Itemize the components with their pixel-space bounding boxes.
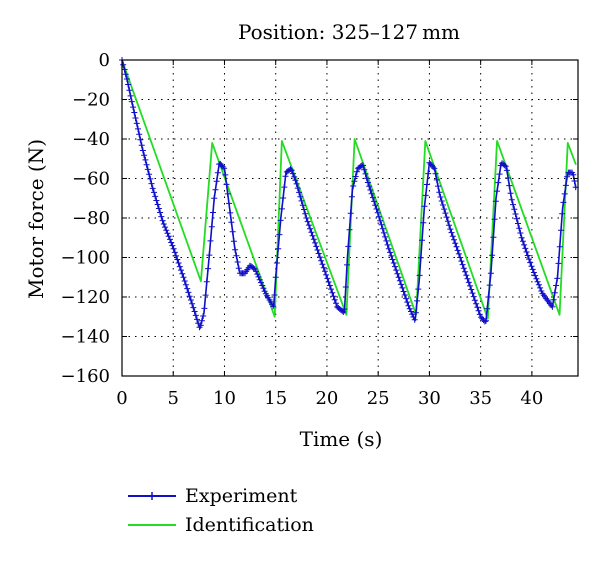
y-tick-label: −120 — [61, 287, 110, 308]
y-tick-label: −20 — [72, 90, 110, 111]
y-tick-label: 0 — [99, 50, 110, 71]
x-tick-label: 20 — [315, 388, 338, 409]
x-axis-label: Time (s) — [300, 427, 383, 451]
x-tick-label: 25 — [367, 388, 390, 409]
y-tick-label: −60 — [72, 169, 110, 190]
y-tick-label: −80 — [72, 208, 110, 229]
x-tick-label: 15 — [264, 388, 287, 409]
x-tick-label: 40 — [520, 388, 543, 409]
chart-title: Position: 325–127 mm — [238, 20, 460, 44]
x-tick-label: 30 — [418, 388, 441, 409]
y-tick-label: −160 — [61, 366, 110, 387]
legend-identification-label: Identification — [185, 514, 314, 536]
x-tick-label: 10 — [213, 388, 236, 409]
series-layer — [119, 57, 579, 331]
legend: Experiment Identification — [128, 485, 314, 536]
series-identification-line — [121, 59, 577, 320]
x-tick-label: 5 — [168, 388, 179, 409]
ticks: 0 5 10 15 20 25 30 35 40 0 −20 −40 −60 −80 −100 −120 −14… — [61, 50, 578, 409]
legend-experiment-marker — [148, 492, 156, 500]
y-axis-label: Motor force (N) — [24, 139, 48, 299]
x-tick-label: 0 — [116, 388, 127, 409]
x-tick-label: 35 — [469, 388, 492, 409]
y-tick-label: −40 — [72, 129, 110, 150]
y-tick-label: −140 — [61, 327, 110, 348]
y-tick-label: −100 — [61, 248, 110, 269]
legend-experiment-label: Experiment — [185, 485, 298, 507]
